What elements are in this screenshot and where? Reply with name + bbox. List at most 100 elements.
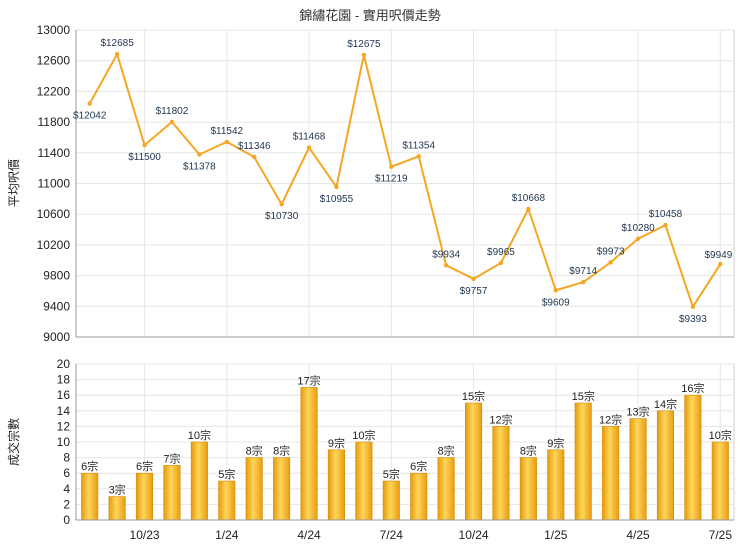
volume-bar <box>629 418 647 521</box>
price-point <box>553 288 558 293</box>
volume-data-label: 15宗 <box>572 389 595 403</box>
price-point <box>169 119 175 125</box>
x-tick-label: 7/25 <box>709 528 733 542</box>
volume-data-label: 8宗 <box>438 444 455 458</box>
price-y-tick-label: 11000 <box>38 177 71 191</box>
volume-bar <box>355 441 373 521</box>
price-point <box>224 139 229 145</box>
volume-bar <box>656 410 674 521</box>
volume-data-label: 10宗 <box>709 428 732 442</box>
volume-data-label: 8宗 <box>273 444 290 458</box>
volume-y-tick-label: 0 <box>63 513 70 527</box>
volume-data-label: 6宗 <box>81 459 98 473</box>
volume-bar <box>81 472 99 521</box>
volume-y-tick-label: 20 <box>57 357 71 371</box>
price-point <box>252 154 257 160</box>
volume-bar <box>245 457 263 521</box>
x-tick-label: 1/24 <box>215 528 239 542</box>
price-y-tick-label: 13000 <box>37 23 71 37</box>
volume-y-tick-label: 10 <box>57 435 71 449</box>
price-y-tick-label: 12200 <box>37 84 71 98</box>
price-y-tick-label: 12600 <box>37 54 71 68</box>
volume-bar <box>327 449 345 521</box>
price-data-label: $10955 <box>320 194 354 205</box>
price-point <box>663 222 668 228</box>
volume-data-label: 16宗 <box>681 381 704 395</box>
volume-bar <box>465 402 483 521</box>
price-data-label: $10280 <box>621 223 655 234</box>
price-data-label: $9393 <box>679 314 707 325</box>
price-data-label: $11500 <box>128 152 161 163</box>
price-data-label: $9609 <box>542 297 570 308</box>
x-tick-label: 10/23 <box>130 528 160 542</box>
price-data-label: $9973 <box>597 246 625 257</box>
price-data-label: $11802 <box>156 106 189 117</box>
volume-bar <box>108 496 126 521</box>
price-y-tick-label: 11800 <box>38 115 71 129</box>
volume-data-label: 7宗 <box>163 451 180 465</box>
volume-y-tick-label: 16 <box>57 388 71 402</box>
volume-y-axis-label: 成交宗數 <box>6 418 21 466</box>
price-plot: 9000 9400 9800 10200 10600 11000 11400 11800 122… <box>37 23 735 344</box>
volume-data-label: 14宗 <box>654 397 677 411</box>
price-point <box>334 184 339 190</box>
volume-bar <box>273 457 291 521</box>
price-y-tick-label: 9800 <box>43 269 70 283</box>
price-data-label: $10458 <box>649 209 683 220</box>
price-point <box>635 236 641 241</box>
volume-data-label: 12宗 <box>489 412 512 426</box>
price-data-label: $11378 <box>183 161 216 172</box>
price-data-label: $11354 <box>402 140 435 151</box>
x-tick-label: 4/24 <box>297 528 321 542</box>
volume-bar <box>492 426 510 521</box>
volume-data-label: 6宗 <box>410 459 427 473</box>
volume-bar <box>437 457 455 521</box>
price-y-tick-label: 9000 <box>43 330 70 344</box>
price-point <box>526 206 531 212</box>
price-data-label: $9965 <box>487 247 515 258</box>
price-line <box>88 53 722 308</box>
volume-y-tick-label: 6 <box>63 466 70 480</box>
volume-data-label: 10宗 <box>352 428 375 442</box>
price-y-tick-label: 11400 <box>38 146 71 160</box>
volume-bar <box>602 426 620 521</box>
volume-bar <box>519 457 537 521</box>
volume-data-label: 9宗 <box>547 436 564 450</box>
price-data-label: $11468 <box>293 132 326 143</box>
price-data-label: $12042 <box>73 111 107 122</box>
price-data-label: $9934 <box>432 249 460 260</box>
x-tick-label: 4/25 <box>626 528 650 542</box>
volume-data-label: 5宗 <box>383 467 400 481</box>
volume-bar <box>136 472 154 521</box>
price-data-label: $9714 <box>569 266 597 277</box>
x-tick-label: 1/25 <box>544 528 568 542</box>
price-data-label: $11542 <box>210 126 243 137</box>
price-data-label: $10668 <box>512 193 546 204</box>
volume-bar <box>382 480 400 521</box>
price-y-tick-label: 10600 <box>37 207 71 221</box>
price-point <box>197 152 202 157</box>
price-data-label: $12675 <box>347 39 381 50</box>
price-data-label: $11219 <box>375 174 408 185</box>
volume-bar <box>410 472 428 521</box>
volume-data-label: 3宗 <box>109 483 126 497</box>
price-point <box>498 260 504 266</box>
price-point <box>608 260 613 265</box>
volume-data-label: 15宗 <box>462 389 485 403</box>
volume-bar <box>300 387 318 521</box>
volume-data-label: 12宗 <box>599 412 622 426</box>
price-data-label: $12685 <box>100 38 134 49</box>
volume-data-label: 10宗 <box>188 428 211 442</box>
price-point <box>581 280 586 285</box>
chart-title: 錦繡花園 - 實用呎價走勢 <box>299 8 441 23</box>
price-y-axis-label: 平均呎價 <box>7 159 21 207</box>
price-point <box>306 145 312 150</box>
volume-data-label: 6宗 <box>136 459 153 473</box>
x-tick-label: 10/24 <box>459 528 489 542</box>
volume-bar <box>163 465 181 521</box>
x-tick-label: 7/24 <box>380 528 404 542</box>
price-point <box>471 276 476 282</box>
volume-bar <box>711 441 729 521</box>
volume-bar <box>574 402 592 521</box>
